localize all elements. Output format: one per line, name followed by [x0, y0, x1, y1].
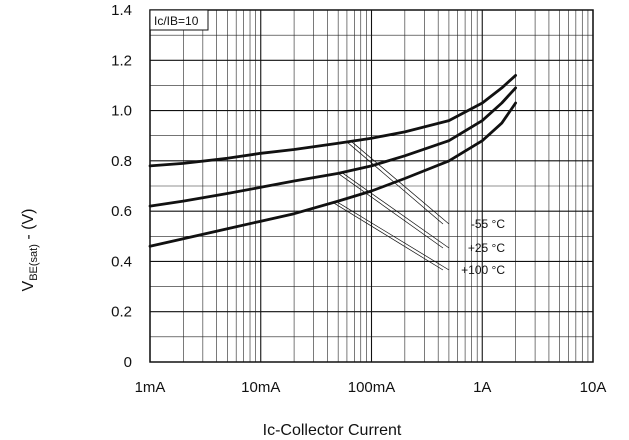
y-axis-title-sub: BE(sat) — [28, 244, 40, 281]
y-tick-label: 0.2 — [111, 304, 132, 321]
series-line — [148, 101, 517, 248]
y-tick-label: 0 — [124, 354, 132, 371]
leader-line — [332, 202, 444, 271]
series-line — [148, 86, 517, 208]
condition-label: Ic/IB=10 — [154, 14, 199, 28]
series-lines — [148, 74, 517, 248]
x-tick-label: 10mA — [241, 379, 280, 396]
y-tick-label: 0.4 — [111, 253, 132, 270]
y-tick-label: 0.8 — [111, 153, 132, 170]
legend: -55 °C +25 °C +100 °C — [461, 217, 505, 277]
leader-line — [337, 202, 450, 271]
leader-line — [337, 173, 444, 249]
x-tick-labels: 1mA 10mA 100mA 1A 10A — [135, 379, 607, 396]
y-axis-title-suffix: - (V) — [20, 209, 37, 245]
y-tick-label: 0.6 — [111, 203, 132, 220]
x-tick-label: 1A — [473, 379, 491, 396]
y-axis-title-main: V — [20, 280, 37, 291]
leader-line — [351, 141, 450, 225]
y-tick-label: 1.0 — [111, 103, 132, 120]
leader-line — [342, 173, 450, 249]
x-axis-title: Ic-Collector Current — [263, 422, 402, 439]
y-axis-title: VBE(sat) - (V) — [20, 209, 40, 292]
minor-grid — [150, 10, 593, 362]
x-tick-label: 1mA — [135, 379, 166, 396]
legend-label: -55 °C — [471, 217, 505, 231]
y-tick-labels: 0 0.2 0.4 0.6 0.8 1.0 1.2 1.4 — [111, 2, 132, 371]
series-line — [148, 74, 517, 168]
legend-label: +25 °C — [468, 241, 505, 255]
x-tick-label: 100mA — [348, 379, 396, 396]
legend-label: +100 °C — [461, 263, 505, 277]
x-tick-label: 10A — [580, 379, 607, 396]
y-tick-label: 1.2 — [111, 52, 132, 69]
y-tick-label: 1.4 — [111, 2, 132, 19]
condition-box — [149, 9, 209, 31]
plot-frame — [149, 9, 594, 363]
